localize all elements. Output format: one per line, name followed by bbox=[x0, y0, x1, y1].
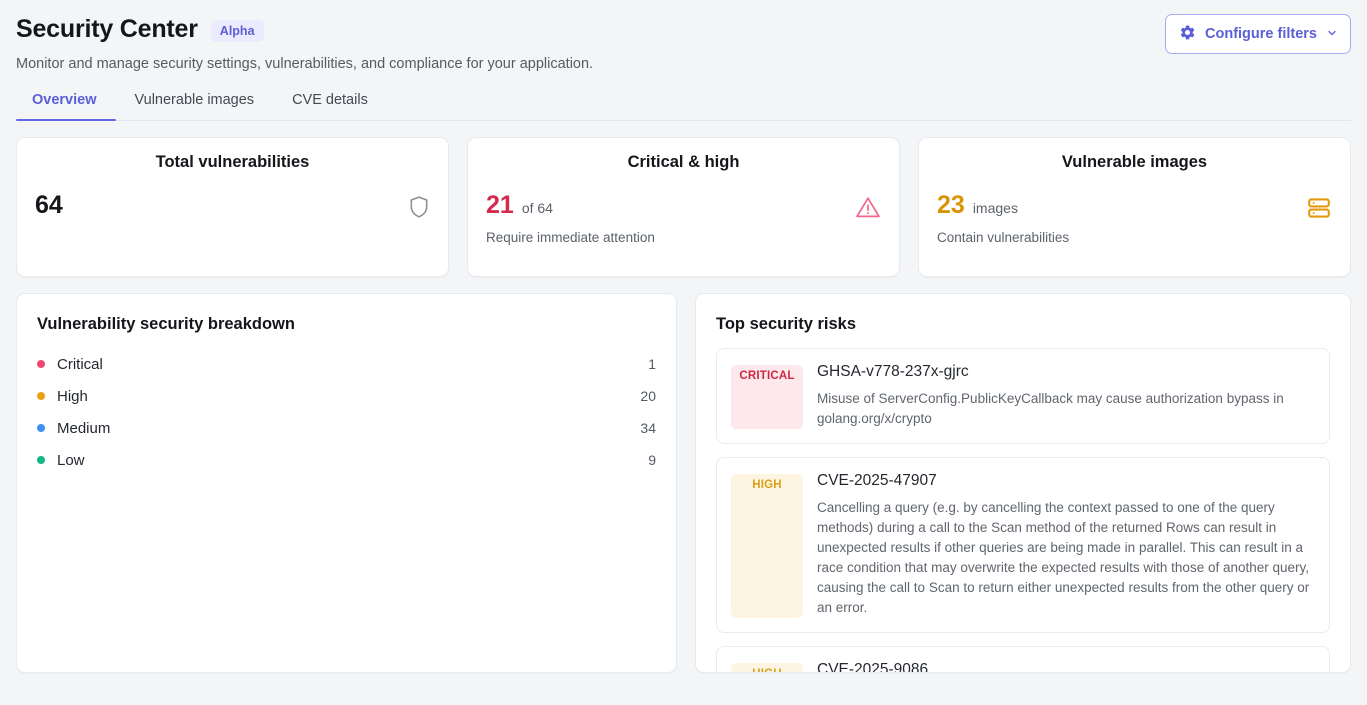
stat-card-critical-and-high: Critical & high 21 of 64 Require immedia… bbox=[467, 137, 900, 277]
stat-card-row: Total vulnerabilities 64 Critical & high bbox=[16, 137, 1351, 277]
stat-subtext: Require immediate attention bbox=[486, 230, 655, 245]
severity-badge: HIGH bbox=[731, 474, 803, 618]
stat-title: Vulnerable images bbox=[1061, 153, 1208, 171]
severity-badge: HIGH bbox=[731, 663, 803, 672]
stat-value: 23 bbox=[937, 191, 965, 219]
gear-icon bbox=[1179, 24, 1196, 44]
tab-cve-details[interactable]: CVE details bbox=[292, 92, 368, 108]
stat-left: 21 of 64 Require immediate attention bbox=[486, 191, 655, 246]
stat-unit: images bbox=[972, 200, 1018, 216]
breakdown-count: 1 bbox=[648, 356, 656, 372]
risk-id: CVE-2025-47907 bbox=[817, 472, 937, 489]
risk-list-item[interactable]: HIGH CVE-2025-47907 Cancelling a query (… bbox=[716, 457, 1330, 633]
risk-description: Misuse of ServerConfig.PublicKeyCallback… bbox=[817, 391, 1284, 426]
breakdown-label: Low bbox=[57, 451, 85, 469]
title-wrap: Security Center Alpha bbox=[16, 14, 593, 44]
chevron-down-icon bbox=[1326, 27, 1338, 42]
page-subtitle: Monitor and manage security settings, vu… bbox=[16, 56, 594, 72]
risk-id: CVE-2025-9086 bbox=[817, 661, 929, 673]
tab-vulnerable-images[interactable]: Vulnerable images bbox=[134, 92, 255, 108]
header-left: Security Center Alpha Monitor and manage… bbox=[16, 14, 593, 74]
stat-value-line: 64 bbox=[35, 191, 63, 220]
severity-dot-critical bbox=[37, 360, 45, 368]
server-stack-icon bbox=[1306, 191, 1332, 226]
risk-body: CVE-2025-9086 bbox=[817, 660, 1315, 673]
breakdown-label: Medium bbox=[57, 419, 111, 437]
breakdown-count: 9 bbox=[648, 452, 656, 468]
breakdown-list: Critical 1 High 20 Medium 34 Low 9 bbox=[37, 348, 656, 476]
stat-left: 64 bbox=[35, 191, 63, 220]
stat-title: Critical & high bbox=[627, 153, 740, 171]
severity-dot-low bbox=[37, 456, 45, 464]
stat-subtext: Contain vulnerabilities bbox=[937, 230, 1070, 245]
stat-card-vulnerable-images: Vulnerable images 23 images Contain vuln… bbox=[918, 137, 1351, 277]
risk-list-item[interactable]: CRITICAL GHSA-v778-237x-gjrc Misuse of S… bbox=[716, 348, 1330, 444]
tab-bar: Overview Vulnerable images CVE details bbox=[16, 92, 1351, 121]
stat-body: 23 images Contain vulnerabilities bbox=[937, 191, 1332, 258]
breakdown-count: 20 bbox=[640, 388, 656, 404]
shield-icon bbox=[408, 191, 430, 224]
stat-value-line: 21 of 64 bbox=[486, 191, 655, 220]
tab-overview[interactable]: Overview bbox=[16, 92, 116, 121]
breakdown-row-medium: Medium 34 bbox=[37, 412, 656, 444]
security-center-page: Security Center Alpha Monitor and manage… bbox=[16, 14, 1351, 673]
risk-body: GHSA-v778-237x-gjrc Misuse of ServerConf… bbox=[817, 362, 1315, 429]
breakdown-count: 34 bbox=[640, 420, 656, 436]
page-header: Security Center Alpha Monitor and manage… bbox=[16, 14, 1351, 74]
alpha-badge: Alpha bbox=[210, 20, 264, 42]
stat-body: 21 of 64 Require immediate attention bbox=[486, 191, 881, 258]
breakdown-title: Vulnerability security breakdown bbox=[37, 315, 295, 333]
vulnerability-breakdown-panel: Vulnerability security breakdown Critica… bbox=[16, 293, 677, 673]
severity-dot-medium bbox=[37, 424, 45, 432]
top-security-risks-panel: Top security risks CRITICAL GHSA-v778-23… bbox=[695, 293, 1351, 673]
stat-value: 21 bbox=[486, 191, 514, 219]
stat-title: Total vulnerabilities bbox=[155, 153, 310, 171]
stat-card-total-vulnerabilities: Total vulnerabilities 64 bbox=[16, 137, 449, 277]
breakdown-row-high: High 20 bbox=[37, 380, 656, 412]
risk-body: CVE-2025-47907 Cancelling a query (e.g. … bbox=[817, 471, 1315, 618]
breakdown-label: High bbox=[57, 387, 88, 405]
risk-list-item[interactable]: HIGH CVE-2025-9086 bbox=[716, 646, 1330, 673]
stat-unit: of 64 bbox=[521, 200, 553, 216]
severity-badge: CRITICAL bbox=[731, 365, 803, 429]
warning-triangle-icon bbox=[855, 191, 881, 224]
page-title: Security Center bbox=[16, 15, 198, 43]
stat-left: 23 images Contain vulnerabilities bbox=[937, 191, 1069, 246]
lower-panel-row: Vulnerability security breakdown Critica… bbox=[16, 293, 1351, 673]
breakdown-row-low: Low 9 bbox=[37, 444, 656, 476]
breakdown-row-critical: Critical 1 bbox=[37, 348, 656, 380]
configure-filters-button[interactable]: Configure filters bbox=[1165, 14, 1351, 54]
configure-filters-label: Configure filters bbox=[1205, 25, 1317, 42]
risk-description: Cancelling a query (e.g. by cancelling t… bbox=[817, 500, 1310, 615]
severity-dot-high bbox=[37, 392, 45, 400]
breakdown-label: Critical bbox=[57, 355, 103, 373]
risk-id: GHSA-v778-237x-gjrc bbox=[817, 363, 969, 380]
stat-value: 64 bbox=[35, 191, 63, 219]
stat-body: 64 bbox=[35, 191, 430, 258]
risks-title: Top security risks bbox=[716, 315, 857, 333]
risks-list: CRITICAL GHSA-v778-237x-gjrc Misuse of S… bbox=[716, 348, 1330, 673]
stat-value-line: 23 images bbox=[937, 191, 1069, 220]
